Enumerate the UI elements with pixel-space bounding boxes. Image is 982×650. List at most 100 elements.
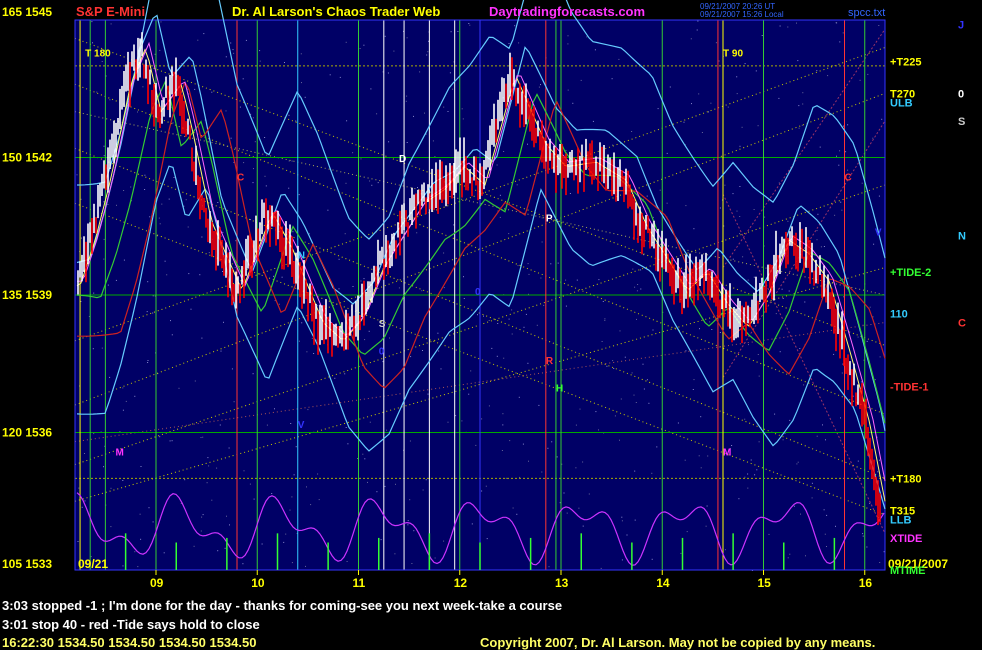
star-dot (739, 145, 741, 147)
star-dot (820, 246, 822, 248)
xtide-line (76, 492, 885, 566)
star-dot (101, 61, 103, 62)
star-dot (231, 368, 233, 370)
star-dot (839, 150, 841, 152)
star-dot (690, 38, 692, 40)
star-dot (470, 370, 472, 372)
star-dot (389, 337, 390, 339)
star-dot (739, 233, 741, 235)
far-right-label: S (958, 116, 965, 128)
star-dot (634, 470, 636, 472)
star-dot (491, 347, 493, 349)
star-dot (249, 219, 251, 221)
astro-line (74, 92, 886, 406)
star-dot (109, 99, 111, 101)
star-dot (528, 293, 529, 295)
right-level-label: MTIME (890, 565, 925, 577)
star-dot (692, 389, 694, 390)
y-axis-tick-label: 135 1539 (2, 288, 52, 302)
star-dot (168, 198, 170, 200)
star-dot (755, 70, 757, 72)
star-dot (301, 82, 302, 84)
star-dot (789, 419, 791, 421)
star-dot (230, 42, 232, 44)
star-dot (252, 373, 254, 375)
star-dot (711, 329, 713, 330)
star-dot (604, 318, 606, 320)
star-dot (824, 533, 826, 535)
star-dot (242, 563, 244, 565)
star-dot (307, 409, 309, 411)
star-dot (621, 520, 623, 522)
star-dot (486, 538, 488, 540)
star-dot (624, 356, 626, 358)
star-dot (804, 301, 806, 303)
star-dot (561, 463, 563, 465)
star-dot (407, 524, 409, 526)
star-dot (635, 402, 637, 403)
star-dot (632, 268, 634, 270)
star-dot (862, 533, 864, 535)
status-line-1: 3:03 stopped -1 ; I'm done for the day -… (2, 598, 563, 613)
star-dot (137, 566, 139, 568)
star-dot (833, 353, 835, 355)
star-dot (657, 108, 659, 110)
star-dot (159, 223, 161, 225)
star-dot (163, 552, 165, 554)
star-dot (606, 365, 608, 367)
star-dot (187, 226, 189, 228)
star-dot (419, 71, 421, 73)
star-dot (469, 24, 471, 26)
star-dot (797, 60, 799, 62)
star-dot (502, 424, 504, 426)
star-dot (438, 350, 440, 352)
star-dot (879, 459, 880, 461)
star-dot (602, 301, 604, 302)
data-file-name: spcc.txt (848, 7, 885, 19)
star-dot (434, 156, 436, 158)
star-dot (872, 137, 874, 139)
star-dot (122, 387, 124, 389)
star-dot (559, 502, 561, 504)
star-dot (621, 516, 623, 518)
star-dot (80, 237, 82, 239)
star-dot (753, 209, 755, 210)
chart-marker-label: R (546, 356, 554, 367)
star-dot (164, 260, 166, 262)
star-dot (217, 550, 219, 552)
star-dot (228, 447, 230, 449)
star-dot (313, 353, 315, 354)
star-dot (369, 180, 371, 182)
star-dot (642, 363, 644, 365)
star-dot (461, 420, 463, 422)
star-dot (80, 301, 82, 302)
star-dot (881, 118, 883, 120)
star-dot (455, 415, 457, 417)
star-dot (666, 202, 668, 204)
star-dot (181, 63, 183, 65)
star-dot (443, 252, 445, 254)
star-dot (306, 486, 307, 488)
star-dot (523, 326, 525, 328)
star-dot (202, 436, 204, 438)
star-dot (499, 216, 501, 218)
star-dot (211, 91, 213, 93)
star-dot (407, 520, 409, 522)
star-dot (693, 228, 695, 230)
star-dot (873, 243, 875, 245)
star-dot (793, 505, 795, 507)
star-dot (245, 39, 247, 41)
star-dot (146, 311, 148, 313)
star-dot (683, 307, 685, 309)
right-level-label: XTIDE (890, 533, 922, 545)
star-dot (481, 490, 483, 492)
star-dot (514, 25, 516, 27)
star-dot (634, 519, 636, 521)
date-end-label: 09/21/2007 (888, 557, 948, 571)
star-dot (338, 258, 340, 260)
star-dot (249, 483, 251, 485)
upper-inner-band (76, 14, 886, 432)
star-dot (512, 507, 514, 509)
star-dot (579, 408, 581, 410)
star-dot (409, 440, 411, 442)
